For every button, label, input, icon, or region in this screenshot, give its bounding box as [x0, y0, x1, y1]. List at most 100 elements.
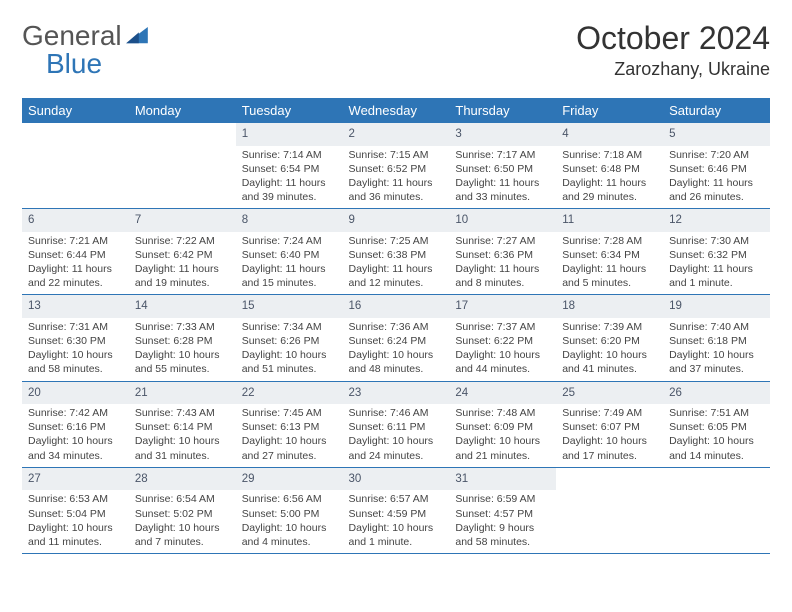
day-body: Sunrise: 7:14 AMSunset: 6:54 PMDaylight:…: [236, 146, 343, 209]
sunrise-text: Sunrise: 7:45 AM: [242, 406, 337, 420]
sunset-text: Sunset: 6:18 PM: [669, 334, 764, 348]
day-body: Sunrise: 7:48 AMSunset: 6:09 PMDaylight:…: [449, 404, 556, 467]
daylight-text: Daylight: 10 hours and 48 minutes.: [349, 348, 444, 376]
sunrise-text: Sunrise: 7:36 AM: [349, 320, 444, 334]
sunrise-text: Sunrise: 7:48 AM: [455, 406, 550, 420]
day-number: 30: [343, 468, 450, 491]
calendar-day: 20Sunrise: 7:42 AMSunset: 6:16 PMDayligh…: [22, 381, 129, 467]
daylight-text: Daylight: 10 hours and 58 minutes.: [28, 348, 123, 376]
calendar-day: 2Sunrise: 7:15 AMSunset: 6:52 PMDaylight…: [343, 123, 450, 209]
day-body: Sunrise: 7:21 AMSunset: 6:44 PMDaylight:…: [22, 232, 129, 295]
sunset-text: Sunset: 6:40 PM: [242, 248, 337, 262]
sunset-text: Sunset: 6:28 PM: [135, 334, 230, 348]
daylight-text: Daylight: 10 hours and 14 minutes.: [669, 434, 764, 462]
daylight-text: Daylight: 11 hours and 39 minutes.: [242, 176, 337, 204]
daylight-text: Daylight: 11 hours and 15 minutes.: [242, 262, 337, 290]
day-number: 23: [343, 382, 450, 405]
calendar-day: 25Sunrise: 7:49 AMSunset: 6:07 PMDayligh…: [556, 381, 663, 467]
sunset-text: Sunset: 6:32 PM: [669, 248, 764, 262]
daylight-text: Daylight: 10 hours and 31 minutes.: [135, 434, 230, 462]
sunset-text: Sunset: 6:44 PM: [28, 248, 123, 262]
sunrise-text: Sunrise: 7:28 AM: [562, 234, 657, 248]
calendar-day: 8Sunrise: 7:24 AMSunset: 6:40 PMDaylight…: [236, 209, 343, 295]
title-block: October 2024 Zarozhany, Ukraine: [576, 20, 770, 80]
daylight-text: Daylight: 10 hours and 37 minutes.: [669, 348, 764, 376]
day-number: 17: [449, 295, 556, 318]
sunset-text: Sunset: 6:05 PM: [669, 420, 764, 434]
calendar-day: 13Sunrise: 7:31 AMSunset: 6:30 PMDayligh…: [22, 295, 129, 381]
sunset-text: Sunset: 6:34 PM: [562, 248, 657, 262]
sunrise-text: Sunrise: 7:46 AM: [349, 406, 444, 420]
sunrise-text: Sunrise: 6:57 AM: [349, 492, 444, 506]
day-body: Sunrise: 7:18 AMSunset: 6:48 PMDaylight:…: [556, 146, 663, 209]
day-number: 11: [556, 209, 663, 232]
calendar-day: 24Sunrise: 7:48 AMSunset: 6:09 PMDayligh…: [449, 381, 556, 467]
day-body: Sunrise: 7:30 AMSunset: 6:32 PMDaylight:…: [663, 232, 770, 295]
sunrise-text: Sunrise: 7:18 AM: [562, 148, 657, 162]
calendar-day: 11Sunrise: 7:28 AMSunset: 6:34 PMDayligh…: [556, 209, 663, 295]
sunrise-text: Sunrise: 7:43 AM: [135, 406, 230, 420]
weekday-header: Sunday: [22, 98, 129, 123]
sunset-text: Sunset: 6:46 PM: [669, 162, 764, 176]
calendar-day: 9Sunrise: 7:25 AMSunset: 6:38 PMDaylight…: [343, 209, 450, 295]
page-title: October 2024: [576, 20, 770, 57]
sunset-text: Sunset: 6:48 PM: [562, 162, 657, 176]
sunrise-text: Sunrise: 6:59 AM: [455, 492, 550, 506]
calendar-day: 4Sunrise: 7:18 AMSunset: 6:48 PMDaylight…: [556, 123, 663, 209]
day-body: Sunrise: 7:17 AMSunset: 6:50 PMDaylight:…: [449, 146, 556, 209]
day-number: 8: [236, 209, 343, 232]
weekday-header: Monday: [129, 98, 236, 123]
day-number: 3: [449, 123, 556, 146]
sunset-text: Sunset: 6:38 PM: [349, 248, 444, 262]
daylight-text: Daylight: 10 hours and 55 minutes.: [135, 348, 230, 376]
sunrise-text: Sunrise: 7:37 AM: [455, 320, 550, 334]
calendar-week: 6Sunrise: 7:21 AMSunset: 6:44 PMDaylight…: [22, 209, 770, 295]
header: General October 2024 Zarozhany, Ukraine: [22, 20, 770, 80]
daylight-text: Daylight: 10 hours and 17 minutes.: [562, 434, 657, 462]
sunset-text: Sunset: 6:09 PM: [455, 420, 550, 434]
day-number: 7: [129, 209, 236, 232]
sunrise-text: Sunrise: 7:30 AM: [669, 234, 764, 248]
daylight-text: Daylight: 10 hours and 27 minutes.: [242, 434, 337, 462]
day-body: Sunrise: 7:39 AMSunset: 6:20 PMDaylight:…: [556, 318, 663, 381]
sunset-text: Sunset: 6:54 PM: [242, 162, 337, 176]
daylight-text: Daylight: 11 hours and 8 minutes.: [455, 262, 550, 290]
daylight-text: Daylight: 11 hours and 1 minute.: [669, 262, 764, 290]
calendar-day: 29Sunrise: 6:56 AMSunset: 5:00 PMDayligh…: [236, 467, 343, 553]
sunrise-text: Sunrise: 7:22 AM: [135, 234, 230, 248]
weekday-header: Wednesday: [343, 98, 450, 123]
day-body: Sunrise: 7:43 AMSunset: 6:14 PMDaylight:…: [129, 404, 236, 467]
day-body: Sunrise: 7:33 AMSunset: 6:28 PMDaylight:…: [129, 318, 236, 381]
day-body: Sunrise: 7:34 AMSunset: 6:26 PMDaylight:…: [236, 318, 343, 381]
calendar-empty: [129, 123, 236, 209]
logo-mark-icon: [124, 27, 148, 50]
sunset-text: Sunset: 5:00 PM: [242, 507, 337, 521]
daylight-text: Daylight: 10 hours and 4 minutes.: [242, 521, 337, 549]
day-body: Sunrise: 7:40 AMSunset: 6:18 PMDaylight:…: [663, 318, 770, 381]
day-number: 12: [663, 209, 770, 232]
sunrise-text: Sunrise: 7:31 AM: [28, 320, 123, 334]
day-body: Sunrise: 7:51 AMSunset: 6:05 PMDaylight:…: [663, 404, 770, 467]
day-body: Sunrise: 7:20 AMSunset: 6:46 PMDaylight:…: [663, 146, 770, 209]
sunset-text: Sunset: 6:07 PM: [562, 420, 657, 434]
sunrise-text: Sunrise: 7:42 AM: [28, 406, 123, 420]
calendar-day: 7Sunrise: 7:22 AMSunset: 6:42 PMDaylight…: [129, 209, 236, 295]
sunset-text: Sunset: 6:16 PM: [28, 420, 123, 434]
day-body: Sunrise: 7:28 AMSunset: 6:34 PMDaylight:…: [556, 232, 663, 295]
calendar-day: 14Sunrise: 7:33 AMSunset: 6:28 PMDayligh…: [129, 295, 236, 381]
sunset-text: Sunset: 6:11 PM: [349, 420, 444, 434]
sunset-text: Sunset: 6:52 PM: [349, 162, 444, 176]
day-number: 19: [663, 295, 770, 318]
day-number: 5: [663, 123, 770, 146]
day-body: Sunrise: 7:31 AMSunset: 6:30 PMDaylight:…: [22, 318, 129, 381]
day-number: 29: [236, 468, 343, 491]
calendar-week: 13Sunrise: 7:31 AMSunset: 6:30 PMDayligh…: [22, 295, 770, 381]
day-body: Sunrise: 7:27 AMSunset: 6:36 PMDaylight:…: [449, 232, 556, 295]
sunset-text: Sunset: 5:02 PM: [135, 507, 230, 521]
sunrise-text: Sunrise: 6:56 AM: [242, 492, 337, 506]
sunset-text: Sunset: 6:22 PM: [455, 334, 550, 348]
sunrise-text: Sunrise: 7:20 AM: [669, 148, 764, 162]
calendar-day: 5Sunrise: 7:20 AMSunset: 6:46 PMDaylight…: [663, 123, 770, 209]
calendar-week: 20Sunrise: 7:42 AMSunset: 6:16 PMDayligh…: [22, 381, 770, 467]
day-number: 21: [129, 382, 236, 405]
